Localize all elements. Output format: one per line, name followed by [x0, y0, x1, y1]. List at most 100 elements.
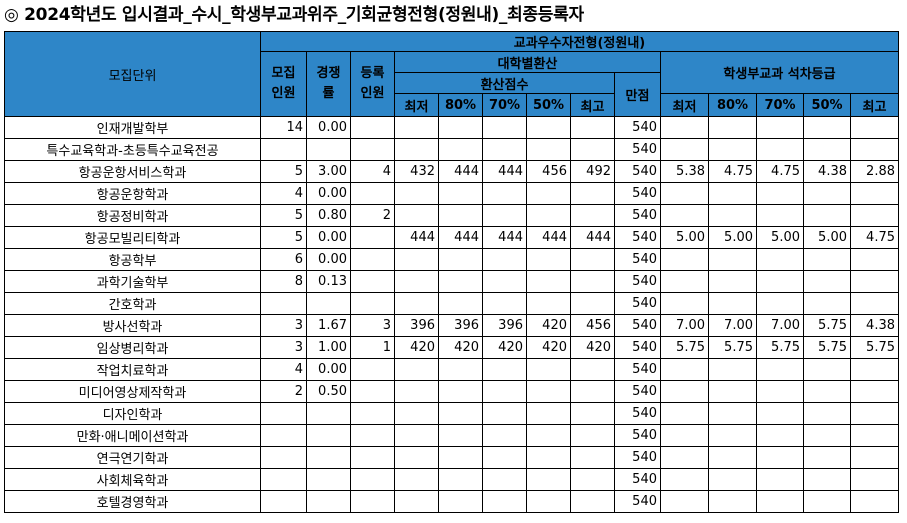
score-cell [526, 204, 571, 227]
score-cell [482, 380, 527, 403]
score-cell: 420 [438, 336, 483, 359]
grade-cell [850, 182, 899, 205]
grade-cell [803, 358, 851, 381]
rate-cell: 1.00 [306, 336, 351, 359]
grade-cell: 7.00 [756, 314, 804, 337]
recruit-cell: 5 [260, 204, 307, 227]
grade-cell [660, 292, 709, 315]
rate-cell: 1.67 [306, 314, 351, 337]
grade-cell: 5.38 [660, 160, 709, 183]
enrolled-cell [350, 226, 395, 249]
score-cell [394, 270, 439, 293]
rate-cell: 0.00 [306, 182, 351, 205]
score-cell: 444 [570, 226, 615, 249]
enrolled-cell [350, 248, 395, 271]
score-cell [394, 380, 439, 403]
grade-cell: 5.75 [756, 336, 804, 359]
score-cell [526, 424, 571, 447]
score-cell: 492 [570, 160, 615, 183]
grade-cell [850, 116, 899, 139]
grade-cell [708, 490, 757, 513]
recruit-cell: 3 [260, 314, 307, 337]
score-cell [526, 490, 571, 513]
grade-cell [660, 138, 709, 161]
header-converted: 대학별환산 [394, 51, 661, 73]
unit-name: 항공학부 [4, 248, 261, 271]
score-cell [438, 402, 483, 425]
header-grade-80: 80% [708, 93, 757, 117]
enrolled-cell [350, 292, 395, 315]
grade-cell [756, 138, 804, 161]
score-cell [526, 248, 571, 271]
full-score-cell: 540 [614, 248, 661, 271]
unit-name: 인재개발학부 [4, 116, 261, 139]
table-row: 항공모빌리티학과 5 0.00 444 444 444 444 444 540 5.00 5.00 5… [4, 226, 899, 249]
score-cell: 420 [570, 336, 615, 359]
table-row: 특수교육학과-초등특수교육전공 540 [4, 138, 899, 161]
enrolled-cell [350, 380, 395, 403]
grade-cell [708, 358, 757, 381]
grade-cell: 5.00 [803, 226, 851, 249]
grade-cell [803, 270, 851, 293]
grade-cell [660, 204, 709, 227]
grade-cell [803, 490, 851, 513]
table-body: 인재개발학부 14 0.00 540 특수교육학과-초등특수교육전공 540 항공운항서비스… [4, 116, 899, 513]
score-cell: 420 [526, 314, 571, 337]
score-cell [438, 138, 483, 161]
grade-cell [850, 204, 899, 227]
grade-cell: 5.75 [803, 314, 851, 337]
grade-cell [803, 292, 851, 315]
recruit-cell: 5 [260, 226, 307, 249]
recruit-cell: 6 [260, 248, 307, 271]
grade-cell [756, 204, 804, 227]
table-header: 모집단위 교과우수자전형(정원내) 모집인원 경쟁률 등록인원 대학별환산 학생… [4, 31, 899, 117]
grade-cell [708, 446, 757, 469]
header-score-min: 최저 [394, 93, 439, 117]
recruit-cell [260, 490, 307, 513]
header-unit: 모집단위 [4, 31, 261, 117]
header-grade-50: 50% [803, 93, 851, 117]
full-score-cell: 540 [614, 116, 661, 139]
score-cell [482, 446, 527, 469]
score-cell [438, 182, 483, 205]
score-cell [394, 446, 439, 469]
recruit-cell: 3 [260, 336, 307, 359]
grade-cell [708, 380, 757, 403]
score-cell [482, 490, 527, 513]
score-cell [438, 116, 483, 139]
enrolled-cell [350, 138, 395, 161]
header-full: 만점 [614, 72, 661, 117]
recruit-cell [260, 138, 307, 161]
header-score-80: 80% [438, 93, 483, 117]
full-score-cell: 540 [614, 270, 661, 293]
recruit-cell: 5 [260, 160, 307, 183]
recruit-cell: 2 [260, 380, 307, 403]
grade-cell [708, 402, 757, 425]
score-cell [394, 358, 439, 381]
score-cell [570, 468, 615, 491]
score-cell: 444 [482, 160, 527, 183]
table-row: 간호학과 540 [4, 292, 899, 315]
score-cell [526, 182, 571, 205]
score-cell [438, 292, 483, 315]
grade-cell [756, 424, 804, 447]
header-recruit: 모집인원 [260, 51, 307, 117]
unit-name: 사회체육학과 [4, 468, 261, 491]
grade-cell [708, 270, 757, 293]
grade-cell: 4.75 [708, 160, 757, 183]
score-cell [526, 138, 571, 161]
score-cell [570, 380, 615, 403]
header-group: 교과우수자전형(정원내) [260, 31, 899, 52]
score-cell [438, 424, 483, 447]
score-cell: 444 [482, 226, 527, 249]
full-score-cell: 540 [614, 160, 661, 183]
score-cell [482, 358, 527, 381]
table-row: 임상병리학과 3 1.00 1 420 420 420 420 420 540 5.75 5.75 5.… [4, 336, 899, 359]
grade-cell [708, 204, 757, 227]
score-cell: 444 [394, 226, 439, 249]
full-score-cell: 540 [614, 402, 661, 425]
score-cell [570, 424, 615, 447]
header-score-50: 50% [526, 93, 571, 117]
enrolled-cell [350, 358, 395, 381]
score-cell [394, 490, 439, 513]
